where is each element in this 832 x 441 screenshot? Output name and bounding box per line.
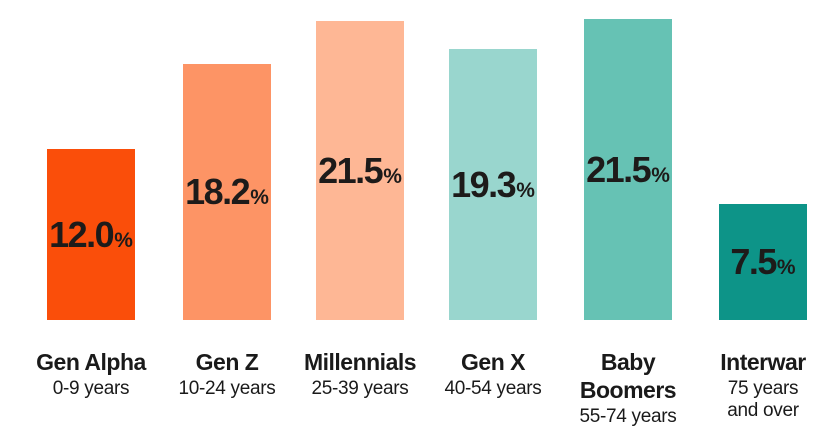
category-name: Gen X (461, 349, 525, 375)
bar-column-interwar: 7.5% Interwar 75 years and over (695, 0, 831, 423)
bar-area: 21.5% (292, 0, 428, 320)
category-labels: Baby Boomers 55-74 years (561, 348, 695, 429)
percent-sign: % (383, 164, 402, 188)
category-name: Millennials (303, 349, 417, 375)
bar-gen-alpha: 12.0% (47, 149, 135, 320)
age-range: 10-24 years (178, 378, 276, 400)
value-label: 19.3% (451, 163, 535, 205)
bar-column-millennials: 21.5% Millennials 25-39 years (292, 0, 428, 400)
percent-sign: % (776, 256, 796, 279)
category-name: Baby Boomers (579, 349, 677, 404)
category-labels: Millennials 25-39 years (293, 348, 427, 400)
age-range: 40-54 years (444, 378, 542, 400)
percent-sign: % (114, 228, 133, 252)
bar-column-baby-boomers: 21.5% Baby Boomers 55-74 years (560, 0, 696, 429)
value-number: 18.2 (185, 171, 251, 212)
age-range: 75 years and over (727, 378, 799, 422)
category-labels: Gen X 40-54 years (426, 348, 560, 400)
category-name: Gen Alpha (36, 349, 146, 375)
value-label: 12.0% (49, 213, 133, 255)
category-labels: Gen Z 10-24 years (160, 348, 294, 400)
value-number: 19.3 (451, 163, 517, 205)
bar-column-gen-z: 18.2% Gen Z 10-24 years (159, 0, 295, 400)
value-number: 21.5 (318, 149, 384, 191)
category-labels: Gen Alpha 0-9 years (24, 348, 158, 400)
bar-area: 12.0% (23, 0, 159, 320)
bar-interwar: 7.5% (719, 204, 807, 320)
bar-area: 18.2% (159, 0, 295, 320)
bar-area: 21.5% (560, 0, 696, 320)
value-label: 7.5% (730, 244, 795, 280)
percent-sign: % (516, 178, 535, 202)
category-name: Gen Z (195, 349, 259, 375)
bar-gen-z: 18.2% (183, 64, 271, 320)
category-labels: Interwar 75 years and over (696, 348, 830, 423)
bar-area: 19.3% (425, 0, 561, 320)
value-number: 7.5 (730, 241, 777, 282)
category-name: Interwar (720, 349, 806, 375)
bar-area: 7.5% (695, 0, 831, 320)
age-range: 0-9 years (52, 378, 130, 400)
value-number: 21.5 (586, 148, 652, 190)
age-range: 25-39 years (311, 378, 409, 400)
percent-sign: % (651, 163, 670, 187)
bar-column-gen-x: 19.3% Gen X 40-54 years (425, 0, 561, 400)
percent-sign: % (250, 186, 269, 209)
value-label: 21.5% (318, 149, 402, 191)
value-label: 21.5% (586, 148, 670, 190)
bar-gen-x: 19.3% (449, 49, 537, 320)
bar-millennials: 21.5% (316, 21, 404, 320)
bar-column-gen-alpha: 12.0% Gen Alpha 0-9 years (23, 0, 159, 400)
value-label: 18.2% (185, 174, 269, 210)
age-range: 55-74 years (579, 406, 677, 428)
value-number: 12.0 (49, 213, 115, 255)
bar-baby-boomers: 21.5% (584, 19, 672, 320)
